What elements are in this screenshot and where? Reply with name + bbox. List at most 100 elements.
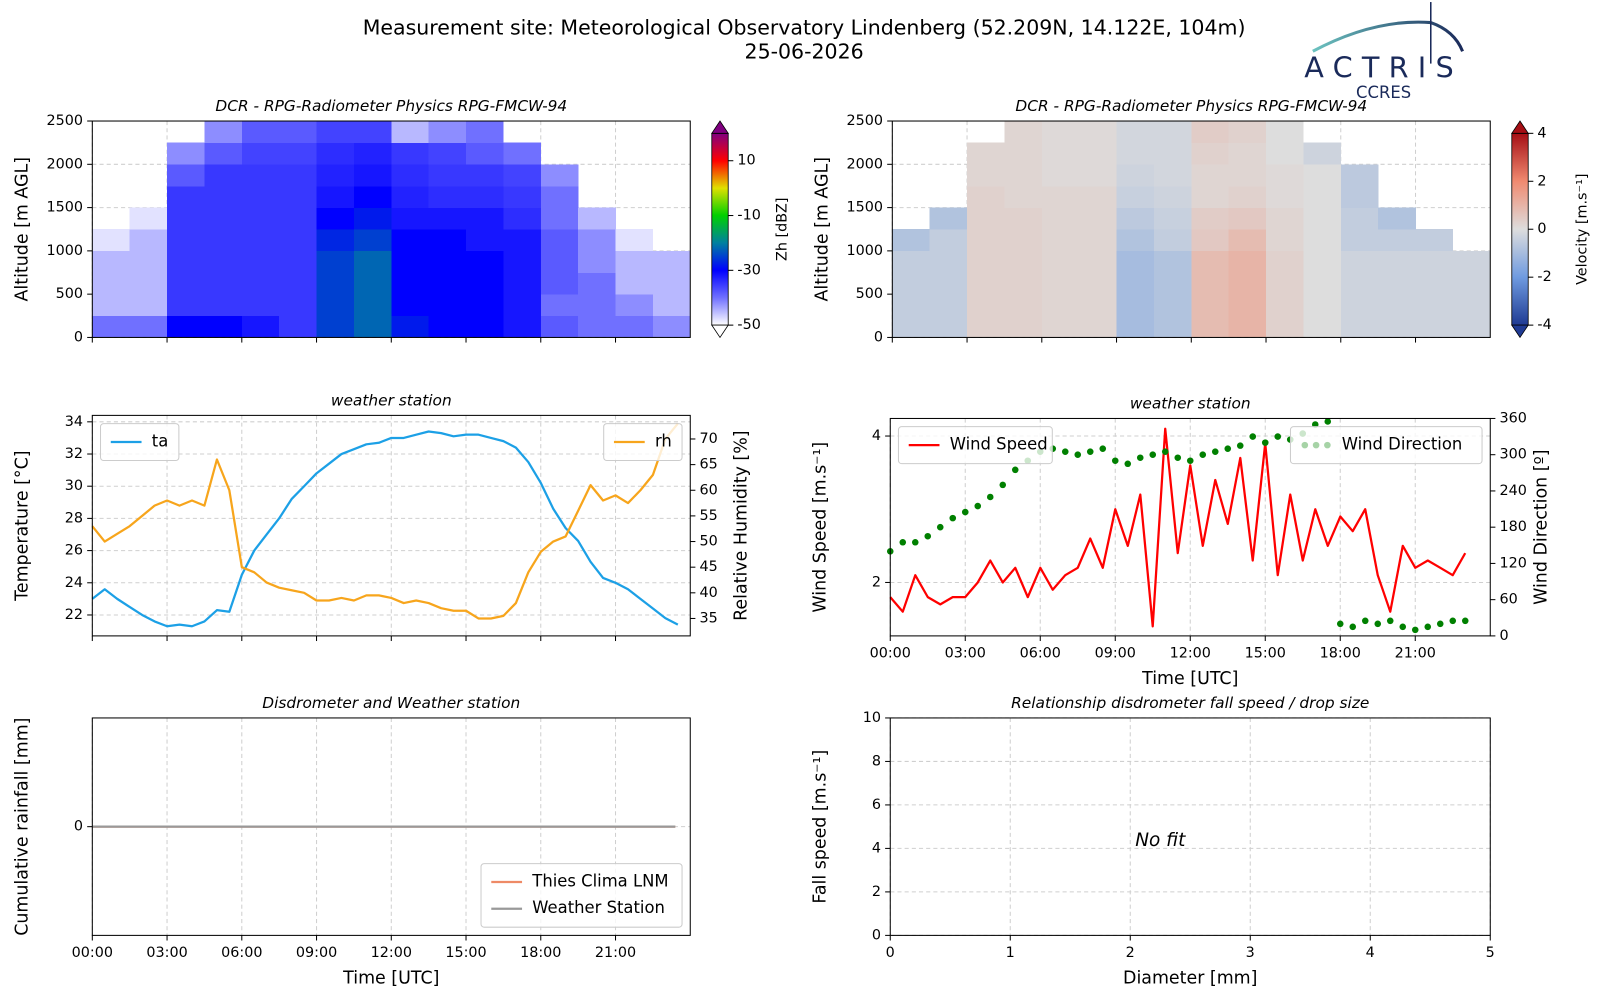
- colorbar-extend: [1511, 324, 1529, 339]
- heatmap-cell: [1004, 121, 1043, 143]
- heatmap-cell: [241, 315, 280, 338]
- heatmap-cell: [353, 185, 392, 208]
- marker: [1374, 620, 1382, 628]
- heatmap-cell: [1004, 185, 1043, 208]
- heatmap-cell: [92, 272, 130, 295]
- heatmap-cell: [1153, 315, 1192, 338]
- heatmap-cell: [1415, 294, 1454, 317]
- heatmap-cell: [391, 294, 429, 317]
- y-tick-label: 32: [65, 446, 83, 462]
- heatmap-cell: [1191, 250, 1229, 273]
- heatmap-cell: [129, 229, 168, 252]
- heatmap-cell: [92, 294, 130, 317]
- heatmap-cell: [540, 207, 579, 230]
- heatmap-cell: [353, 142, 392, 165]
- x-axis-label: Time [UTC]: [1141, 669, 1238, 689]
- colorbar-tick-label: 10: [737, 153, 755, 169]
- y-tick-label: 0: [74, 329, 83, 345]
- heatmap-cell: [1378, 272, 1416, 295]
- heatmap-cell: [279, 164, 317, 187]
- heatmap-cell: [1266, 142, 1304, 165]
- heatmap-cell: [1378, 294, 1416, 317]
- heatmap-cell: [1228, 185, 1267, 208]
- heatmap-cell: [503, 185, 542, 208]
- heatmap-cell: [1116, 250, 1155, 273]
- heatmap-cell: [929, 207, 968, 230]
- colorbar-tick-label: -10: [737, 208, 760, 224]
- heatmap-cell: [892, 315, 930, 338]
- colorbar: [1511, 132, 1529, 326]
- heatmap-cell: [1340, 315, 1379, 338]
- heatmap-cell: [391, 142, 429, 165]
- heatmap-cell: [353, 250, 392, 273]
- heatmap-cell: [241, 272, 280, 295]
- heatmap-cell: [1340, 164, 1379, 187]
- heatmap-cell: [1303, 164, 1342, 187]
- y-tick-label: 0: [874, 329, 883, 345]
- heatmap-cell: [1340, 272, 1379, 295]
- heatmap-cell: [428, 294, 467, 317]
- heatmap-cell: [316, 185, 355, 208]
- marker: [1186, 457, 1194, 465]
- heatmap-cell: [391, 207, 429, 230]
- y-tick-label: 0: [872, 927, 881, 943]
- x-tick-label: 03:00: [146, 945, 187, 961]
- marker: [999, 481, 1007, 489]
- heatmap-cell: [1004, 164, 1043, 187]
- heatmap-cell: [353, 207, 392, 230]
- heatmap-cell: [279, 250, 317, 273]
- heatmap-cell: [167, 294, 205, 317]
- marker: [1249, 433, 1257, 440]
- heatmap-cell: [1191, 121, 1229, 143]
- heatmap-cell: [428, 207, 467, 230]
- heatmap-cell: [204, 207, 243, 230]
- heatmap-cell: [929, 250, 968, 273]
- marker: [1074, 451, 1082, 458]
- marker: [899, 538, 907, 546]
- y2-tick-label: 60: [699, 482, 717, 498]
- marker: [1336, 620, 1344, 628]
- heatmap-cell: [1079, 315, 1117, 338]
- marker: [1311, 421, 1319, 428]
- heatmap-cell: [1228, 164, 1267, 187]
- heatmap-cell: [241, 207, 280, 230]
- marker: [924, 532, 932, 540]
- plot-frame: [91, 717, 691, 936]
- x-tick-label: 15:00: [445, 945, 486, 961]
- heatmap-cell: [1004, 315, 1043, 338]
- heatmap-cell: [1079, 229, 1117, 252]
- heatmap-cell: [92, 250, 130, 273]
- heatmap-cell: [1079, 121, 1117, 143]
- heatmap-cell: [1452, 315, 1491, 338]
- heatmap-cell: [466, 250, 504, 273]
- heatmap-cell: [129, 294, 168, 317]
- heatmap-cell: [167, 207, 205, 230]
- heatmap-cell: [1079, 142, 1117, 165]
- heatmap-cell: [428, 315, 467, 338]
- page-date: 25-06-2026: [745, 39, 864, 63]
- heatmap-cell: [503, 229, 542, 252]
- heatmap-cell: [1415, 229, 1454, 252]
- heatmap-cell: [1116, 121, 1155, 143]
- heatmap-cell: [1041, 229, 1080, 252]
- heatmap-cell: [167, 272, 205, 295]
- heatmap-cell: [1228, 229, 1267, 252]
- marker: [1411, 626, 1419, 634]
- plot-frame: [889, 417, 1491, 637]
- heatmap-cell: [428, 272, 467, 295]
- y2-axis-label: Wind Direction [º]: [1532, 449, 1552, 604]
- y-axis-label: Altitude [m AGL]: [13, 157, 33, 302]
- plot-frame: [891, 120, 1491, 338]
- heatmap-cell: [391, 272, 429, 295]
- heatmap-cell: [316, 229, 355, 252]
- marker: [1124, 460, 1132, 468]
- heatmap-cell: [279, 272, 317, 295]
- y2-tick-label: 240: [1499, 483, 1526, 499]
- heatmap-cell: [1415, 272, 1454, 295]
- heatmap-cell: [615, 272, 654, 295]
- y2-tick-label: 0: [1499, 628, 1508, 644]
- logo-text: ACTRIS: [1304, 51, 1463, 85]
- heatmap-cell: [1041, 142, 1080, 165]
- heatmap-cell: [1191, 185, 1229, 208]
- heatmap-cell: [1452, 294, 1491, 317]
